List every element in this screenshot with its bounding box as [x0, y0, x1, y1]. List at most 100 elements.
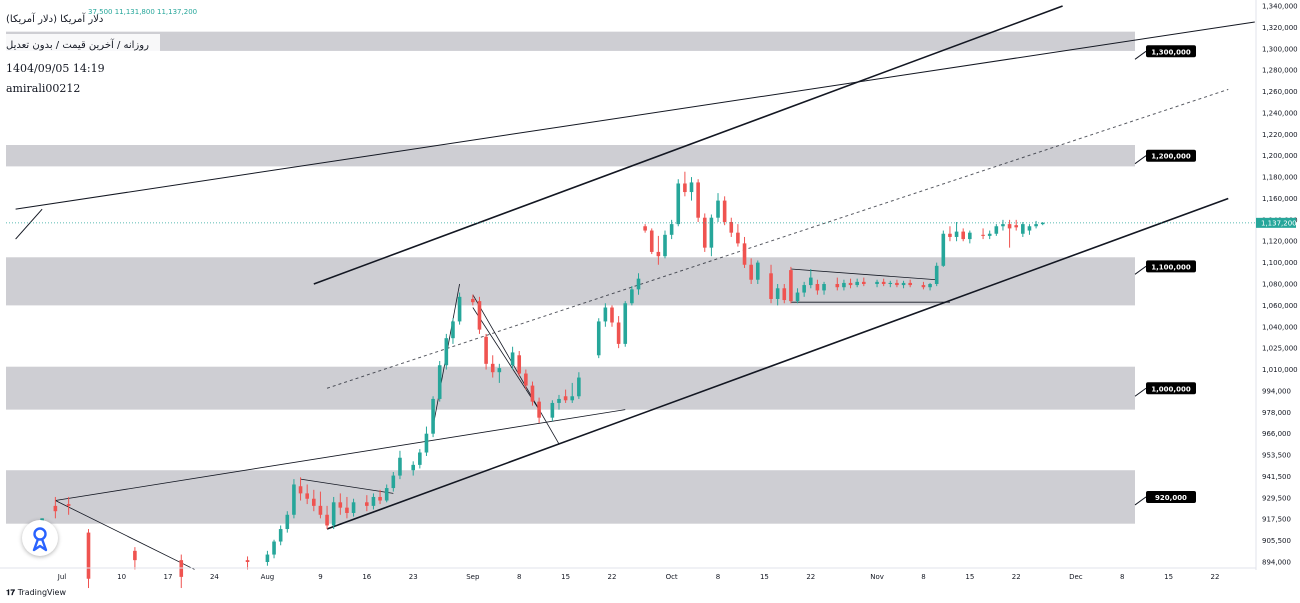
callout-line [1134, 387, 1147, 397]
trend-line [326, 88, 1229, 389]
callout-box [1146, 45, 1196, 58]
ohlc-readout: 37,500 11,131,800 11,137,200 [88, 8, 198, 16]
candle-body [948, 233, 952, 237]
candle-body [325, 514, 329, 526]
x-tick-label: Oct [666, 573, 678, 581]
y-tick-label: 1,200,000 [1262, 152, 1298, 160]
callout-line [1134, 50, 1147, 60]
y-tick-label: 994,000 [1262, 387, 1291, 395]
candle-body [411, 464, 416, 471]
trend-line [55, 500, 195, 570]
candle-body [961, 231, 965, 240]
candle-body [861, 281, 866, 284]
candle-body [66, 504, 71, 506]
y-tick-label: 1,220,000 [1262, 131, 1298, 139]
candle-body [643, 226, 647, 231]
candle-body [981, 234, 985, 236]
candle-body [265, 554, 270, 562]
zone-label: 1,200,000 [1151, 153, 1191, 161]
candle-body [630, 289, 634, 304]
candle-body [577, 377, 581, 397]
price-axis: 1,340,000 1,320,000 1,300,000 1,280,000 1,26… [1255, 0, 1298, 570]
candle-body [795, 292, 800, 302]
y-tick-label: 1,040,000 [1262, 323, 1298, 331]
candle-body [133, 550, 137, 561]
candle-body [398, 457, 402, 476]
candle-body [431, 398, 435, 434]
candle-body [312, 498, 316, 506]
candle-body [901, 282, 906, 286]
candle-body [550, 402, 555, 418]
zone-band [6, 366, 1135, 410]
candle-body [86, 532, 91, 579]
candle-body [1014, 225, 1019, 228]
x-tick-label: Jul [57, 573, 67, 581]
x-tick-label: 8 [716, 573, 720, 581]
x-tick-label: 10 [117, 573, 126, 581]
candle-body [570, 396, 575, 401]
y-tick-label: 1,180,000 [1262, 174, 1298, 182]
candle-body [663, 234, 667, 257]
candle-body [656, 251, 661, 257]
candle-body [451, 321, 455, 339]
candle-body [245, 560, 250, 562]
candle-body [769, 273, 773, 299]
x-tick-label: 15 [760, 573, 769, 581]
x-tick-label: 15 [1164, 573, 1173, 581]
y-tick-label: 917,500 [1262, 516, 1291, 524]
zone-label: 1,100,000 [1151, 263, 1191, 271]
candle-body [669, 224, 674, 235]
x-tick-label: Sep [466, 573, 480, 581]
timestamp: 1404/09/05 14:19 [6, 62, 105, 75]
zone-label: 1,300,000 [1151, 48, 1191, 56]
brand-label: TradingView [17, 588, 67, 597]
app-logo-icon[interactable] [22, 520, 58, 556]
candle-body [517, 355, 522, 374]
last-price-tag [1256, 217, 1296, 228]
candle-body [749, 264, 753, 280]
candle-body [391, 475, 396, 489]
callout-box [1146, 382, 1196, 395]
x-tick-label: 15 [561, 573, 570, 581]
candle-body [987, 233, 992, 236]
candle-body [881, 281, 886, 284]
candle-body [782, 288, 787, 301]
x-tick-label: 15 [965, 573, 974, 581]
candle-body [292, 484, 296, 515]
y-tick-label: 1,160,000 [1262, 195, 1298, 203]
candle-body [272, 541, 276, 555]
trend-line [326, 197, 1229, 530]
callout-box [1146, 260, 1196, 273]
tradingview-brand[interactable]: 𝟏𝟕 TradingView [6, 588, 66, 598]
zone-band [6, 470, 1135, 524]
x-tick-label: 8 [1120, 573, 1124, 581]
candle-body [497, 368, 502, 373]
trend-line [55, 409, 626, 501]
x-tick-label: 22 [1012, 573, 1021, 581]
callout-box [1146, 149, 1196, 162]
zone-label: 920,000 [1155, 494, 1187, 502]
candle-body [855, 281, 859, 286]
candle-body [875, 281, 879, 284]
candle-body [742, 243, 747, 265]
candle-body [378, 496, 382, 501]
candle-body [683, 183, 687, 193]
x-tick-label: 17 [164, 573, 173, 581]
candle-body [338, 502, 343, 508]
candle-body [510, 352, 515, 366]
candle-body [815, 284, 820, 291]
zone-band [6, 31, 1135, 51]
candle-body [895, 282, 899, 286]
x-tick-label: Aug [261, 573, 275, 581]
candle-body [384, 488, 389, 501]
candle-body [53, 505, 58, 512]
x-tick-label: 8 [517, 573, 521, 581]
candle-body [537, 401, 541, 418]
candle-body [298, 486, 303, 494]
candle-body [908, 282, 912, 286]
candle-body [775, 288, 780, 299]
trend-line [313, 5, 1063, 285]
candle-body [490, 363, 495, 373]
candle-body [331, 502, 336, 526]
